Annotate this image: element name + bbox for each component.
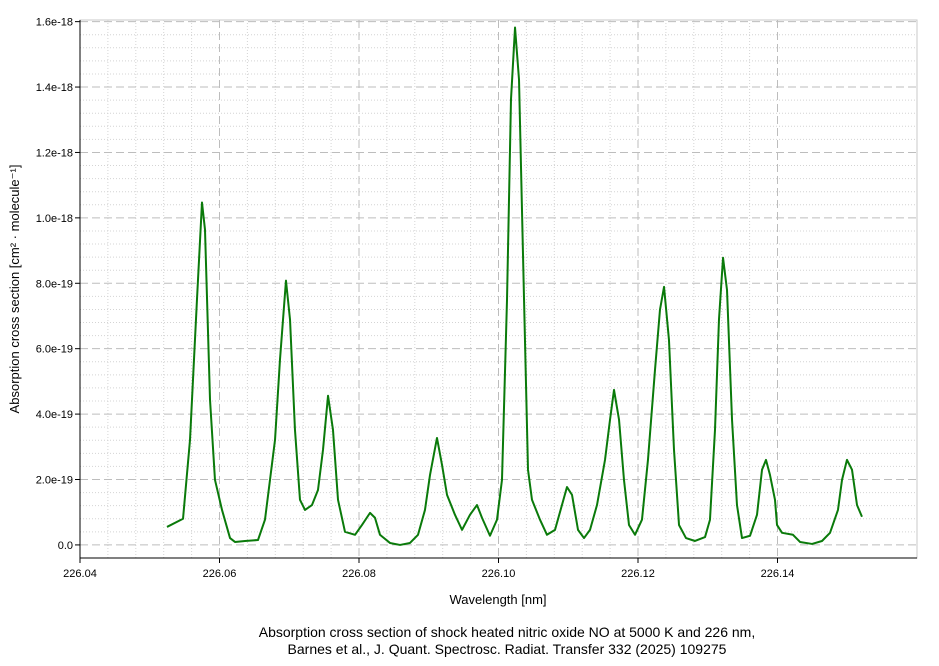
y-tick-label: 4.0e-19 [36,409,73,421]
y-tick-label: 1.6e-18 [36,17,73,29]
x-tick-label: 226.12 [621,568,655,580]
x-tick-label: 226.04 [63,568,97,580]
y-tick-label: 8.0e-19 [36,278,73,290]
y-tick-label: 1.2e-18 [36,147,73,159]
y-tick-label: 6.0e-19 [36,344,73,356]
y-tick-label: 0.0 [58,540,73,552]
caption-line: Barnes et al., J. Quant. Spectrosc. Radi… [288,641,727,657]
x-tick-label: 226.10 [482,568,516,580]
y-tick-label: 1.4e-18 [36,82,73,94]
x-tick-label: 226.06 [203,568,237,580]
x-tick-label: 226.14 [761,568,795,580]
caption-line: Absorption cross section of shock heated… [259,624,756,640]
y-tick-label: 1.0e-18 [36,213,73,225]
y-tick-label: 2.0e-19 [36,475,73,487]
x-tick-label: 226.08 [342,568,376,580]
data-line [166,26,863,546]
x-axis-label: Wavelength [nm] [449,592,546,607]
y-axis-label: Absorption cross section [cm² · molecule… [7,165,22,414]
